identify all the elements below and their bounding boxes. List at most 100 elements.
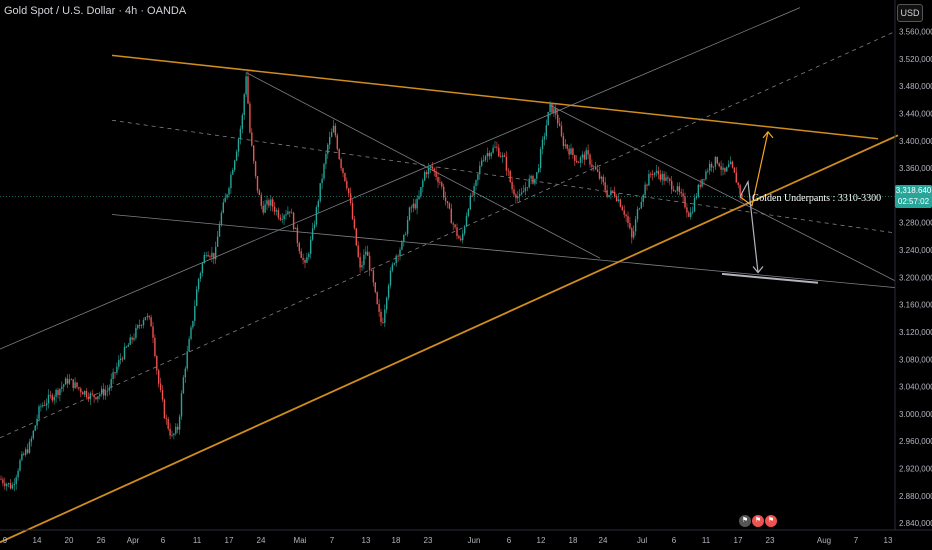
candle-body — [389, 270, 392, 286]
candle-body — [359, 256, 361, 268]
price-axis[interactable]: 3.560,000 3.520,000 3.480,000 3.440,000 3.40… — [899, 27, 932, 528]
currency-button[interactable]: USD — [897, 4, 923, 22]
candle-body — [4, 483, 6, 487]
candle-body — [116, 366, 118, 373]
time-tick-label: 17 — [225, 536, 234, 545]
candle-body — [372, 270, 375, 283]
candle-body — [178, 416, 181, 430]
candle-body — [606, 190, 608, 197]
candle-body — [513, 189, 515, 195]
candle-body — [408, 207, 411, 220]
candle-body — [729, 161, 732, 165]
time-tick-label: 26 — [97, 536, 106, 545]
time-axis[interactable]: 9 14 20 26 Apr 6 11 17 24 Mai 7 13 18 23 Jun 6 12 18 24 Jul… — [3, 536, 893, 545]
candle-body — [215, 246, 217, 260]
candle-body — [2, 479, 4, 484]
candle-body — [213, 252, 215, 260]
candle-body — [197, 278, 200, 290]
candle-body — [741, 194, 743, 197]
candle-body — [230, 174, 232, 189]
candle-body — [237, 139, 240, 152]
candle-body — [701, 179, 703, 187]
candle-body — [676, 186, 679, 191]
flag-icon[interactable]: ⚑ — [752, 515, 764, 527]
candle-body — [707, 170, 709, 172]
candle-body — [429, 167, 432, 168]
candle-body — [142, 320, 145, 326]
candle-body — [608, 194, 610, 197]
candle-body — [623, 210, 625, 215]
candle-body — [557, 114, 559, 124]
annotation-label[interactable]: Golden Underpants : 3310-3300 — [752, 193, 882, 204]
candle-body — [30, 438, 33, 442]
candle-body — [260, 195, 262, 206]
candle-body — [25, 449, 27, 455]
candle-body — [629, 222, 631, 229]
candle-body — [292, 212, 295, 230]
candle-body — [406, 219, 409, 235]
candle-body — [634, 219, 637, 232]
candle-body — [405, 234, 407, 235]
candle-body — [444, 197, 447, 202]
candle-body — [424, 172, 426, 181]
candle-body — [441, 182, 443, 187]
candle-body — [19, 460, 21, 471]
candle-body — [310, 239, 312, 254]
price-tick-label: 3.240,000 — [899, 246, 932, 255]
candle-body — [646, 184, 648, 186]
candle-body — [196, 289, 198, 306]
candle-body — [414, 203, 416, 209]
candle-body — [458, 236, 460, 239]
diagonal-2 — [549, 104, 896, 282]
candle-body — [443, 186, 445, 198]
candle-body — [395, 255, 397, 264]
flag-icon[interactable]: ⚑ — [765, 515, 777, 527]
candle-body — [211, 252, 213, 257]
candle-body — [64, 378, 67, 385]
candle-body — [553, 108, 555, 113]
candle-body — [235, 151, 238, 161]
candle-body — [175, 426, 177, 434]
candle-body — [140, 325, 143, 326]
price-tick-label: 3.200,000 — [899, 273, 932, 282]
candle-body — [625, 214, 627, 217]
candle-body — [498, 147, 500, 157]
candle-body — [718, 163, 720, 167]
time-tick-label: 18 — [569, 536, 578, 545]
candle-body — [311, 228, 314, 240]
candle-body — [467, 209, 470, 216]
candle-body — [85, 390, 88, 398]
chart-title: Gold Spot / U.S. Dollar · 4h · OANDA — [4, 5, 187, 17]
time-tick-label: 6 — [161, 536, 166, 545]
candle-body — [330, 132, 333, 137]
candle-body — [270, 199, 272, 206]
last-price-tag: 3,318.640 02:57:02 — [895, 185, 932, 208]
candle-body — [55, 389, 57, 397]
countdown-timer: 02:57:02 — [897, 197, 930, 206]
candle-body — [87, 397, 90, 400]
candle-body — [427, 167, 430, 175]
time-tick-label: 11 — [193, 536, 202, 545]
price-tick-label: 3.440,000 — [899, 109, 932, 118]
candle-body — [144, 317, 147, 321]
candle-body — [486, 153, 489, 157]
candle-body — [163, 399, 166, 419]
flag-icon[interactable]: ⚑ — [739, 515, 751, 527]
candle-body — [370, 270, 373, 272]
candle-body — [538, 168, 540, 173]
candle-body — [91, 393, 93, 395]
candle-body — [492, 147, 494, 153]
candle-body — [674, 190, 677, 192]
candle-body — [460, 238, 462, 241]
candle-body — [26, 449, 29, 453]
candle-body — [300, 251, 302, 259]
candle-body — [32, 430, 34, 439]
time-tick-label: 13 — [362, 536, 371, 545]
candle-body — [714, 156, 717, 167]
candle-body — [173, 433, 175, 436]
candle-body — [327, 144, 329, 154]
candle-body — [581, 154, 584, 158]
candle-body — [222, 202, 224, 213]
candle-body — [40, 406, 42, 408]
